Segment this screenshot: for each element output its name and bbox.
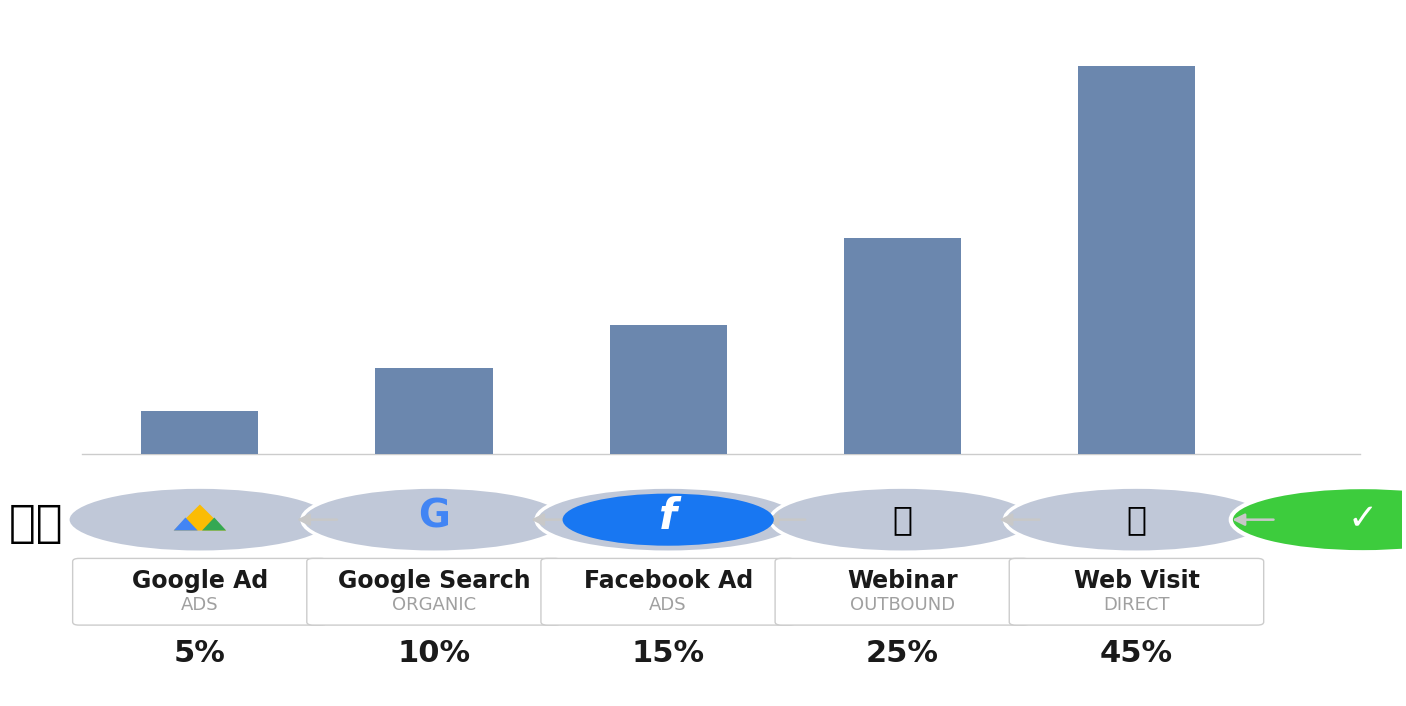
FancyBboxPatch shape [775,558,1029,625]
Polygon shape [202,517,226,530]
Text: Facebook Ad: Facebook Ad [583,569,752,593]
Bar [844,239,960,454]
Text: 💻: 💻 [1126,503,1146,536]
Ellipse shape [1004,487,1268,552]
Bar [142,411,259,454]
FancyBboxPatch shape [541,558,796,625]
Ellipse shape [536,487,800,552]
Text: Web Visit: Web Visit [1074,569,1199,593]
Text: ✓: ✓ [1348,503,1378,537]
Text: 25%: 25% [866,639,939,668]
FancyBboxPatch shape [73,558,328,625]
Text: 10%: 10% [398,639,471,668]
Text: ADS: ADS [181,596,219,614]
Text: 5%: 5% [174,639,226,668]
Ellipse shape [562,493,773,546]
Text: Google Ad: Google Ad [132,569,269,593]
Text: ADS: ADS [650,596,688,614]
Text: 45%: 45% [1099,639,1173,668]
Ellipse shape [302,487,567,552]
Text: G: G [418,498,450,536]
Bar [610,325,727,454]
Text: OUTBOUND: OUTBOUND [849,596,955,614]
Text: 15%: 15% [631,639,704,668]
Ellipse shape [1230,487,1406,552]
Text: Google Search: Google Search [337,569,530,593]
Bar [375,368,492,454]
FancyBboxPatch shape [307,558,561,625]
Text: f: f [659,496,678,537]
Text: Webinar: Webinar [846,569,957,593]
Bar [1078,66,1195,454]
Polygon shape [174,517,198,530]
Text: 📽: 📽 [893,503,912,536]
Ellipse shape [67,487,332,552]
Text: ORGANIC: ORGANIC [392,596,477,614]
Text: 🧑‍💻: 🧑‍💻 [10,502,63,545]
Text: DIRECT: DIRECT [1104,596,1170,614]
Ellipse shape [770,487,1035,552]
Polygon shape [174,505,226,530]
FancyBboxPatch shape [1010,558,1264,625]
